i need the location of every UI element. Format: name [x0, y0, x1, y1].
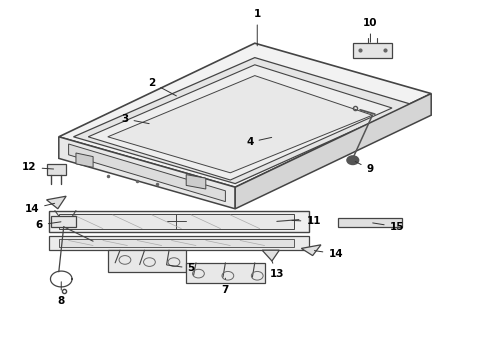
Polygon shape: [76, 153, 93, 167]
Text: 6: 6: [36, 220, 61, 230]
Text: 9: 9: [355, 162, 373, 174]
Text: 4: 4: [246, 137, 271, 147]
Polygon shape: [235, 94, 431, 209]
Polygon shape: [49, 211, 309, 232]
Text: 7: 7: [221, 278, 229, 295]
Polygon shape: [59, 239, 294, 247]
Text: 10: 10: [363, 18, 378, 42]
Polygon shape: [74, 58, 412, 184]
Polygon shape: [59, 43, 431, 187]
Text: 2: 2: [148, 78, 176, 96]
Text: 8: 8: [58, 282, 65, 306]
Polygon shape: [186, 263, 265, 283]
Polygon shape: [59, 137, 235, 209]
Text: 12: 12: [22, 162, 53, 172]
Polygon shape: [47, 164, 66, 175]
Polygon shape: [108, 250, 186, 272]
Polygon shape: [353, 43, 392, 58]
Text: 14: 14: [315, 249, 343, 259]
Polygon shape: [51, 216, 76, 227]
Polygon shape: [338, 218, 402, 227]
Polygon shape: [49, 236, 309, 250]
Text: 13: 13: [270, 261, 284, 279]
Polygon shape: [69, 144, 225, 202]
Text: 1: 1: [254, 9, 261, 46]
Text: 11: 11: [292, 216, 321, 226]
Text: 14: 14: [24, 203, 54, 214]
Polygon shape: [186, 175, 206, 189]
Polygon shape: [47, 196, 66, 209]
Polygon shape: [301, 245, 321, 256]
Polygon shape: [59, 214, 294, 229]
Polygon shape: [88, 65, 392, 180]
Polygon shape: [108, 76, 372, 173]
Polygon shape: [262, 250, 279, 261]
Text: 3: 3: [122, 114, 149, 124]
Text: 5: 5: [167, 263, 195, 273]
Circle shape: [347, 156, 359, 165]
Text: 15: 15: [373, 222, 404, 232]
